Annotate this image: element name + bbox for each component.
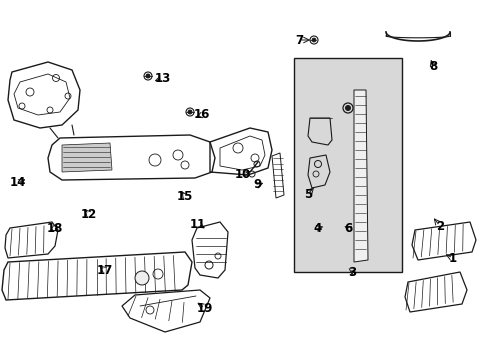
Text: 10: 10: [234, 167, 251, 180]
Text: 14: 14: [10, 176, 26, 189]
Polygon shape: [293, 58, 401, 272]
Text: 6: 6: [343, 221, 351, 234]
Polygon shape: [62, 143, 112, 172]
Circle shape: [345, 105, 350, 111]
Polygon shape: [353, 90, 367, 262]
Circle shape: [135, 271, 149, 285]
Circle shape: [311, 38, 315, 42]
Text: 13: 13: [155, 72, 171, 85]
Text: 15: 15: [177, 189, 193, 202]
Text: 2: 2: [435, 220, 443, 233]
Text: 3: 3: [347, 266, 355, 279]
Text: 8: 8: [428, 59, 436, 72]
Text: 18: 18: [47, 221, 63, 234]
Text: 11: 11: [189, 217, 206, 230]
Text: 4: 4: [313, 221, 322, 234]
Text: 16: 16: [193, 108, 210, 122]
Text: 12: 12: [81, 207, 97, 220]
Text: 1: 1: [448, 252, 456, 265]
Circle shape: [187, 110, 192, 114]
Circle shape: [146, 74, 150, 78]
Text: 19: 19: [196, 302, 213, 315]
Text: 9: 9: [253, 179, 262, 192]
Text: 7: 7: [294, 33, 303, 46]
Text: 17: 17: [97, 264, 113, 276]
Text: 5: 5: [303, 188, 311, 201]
